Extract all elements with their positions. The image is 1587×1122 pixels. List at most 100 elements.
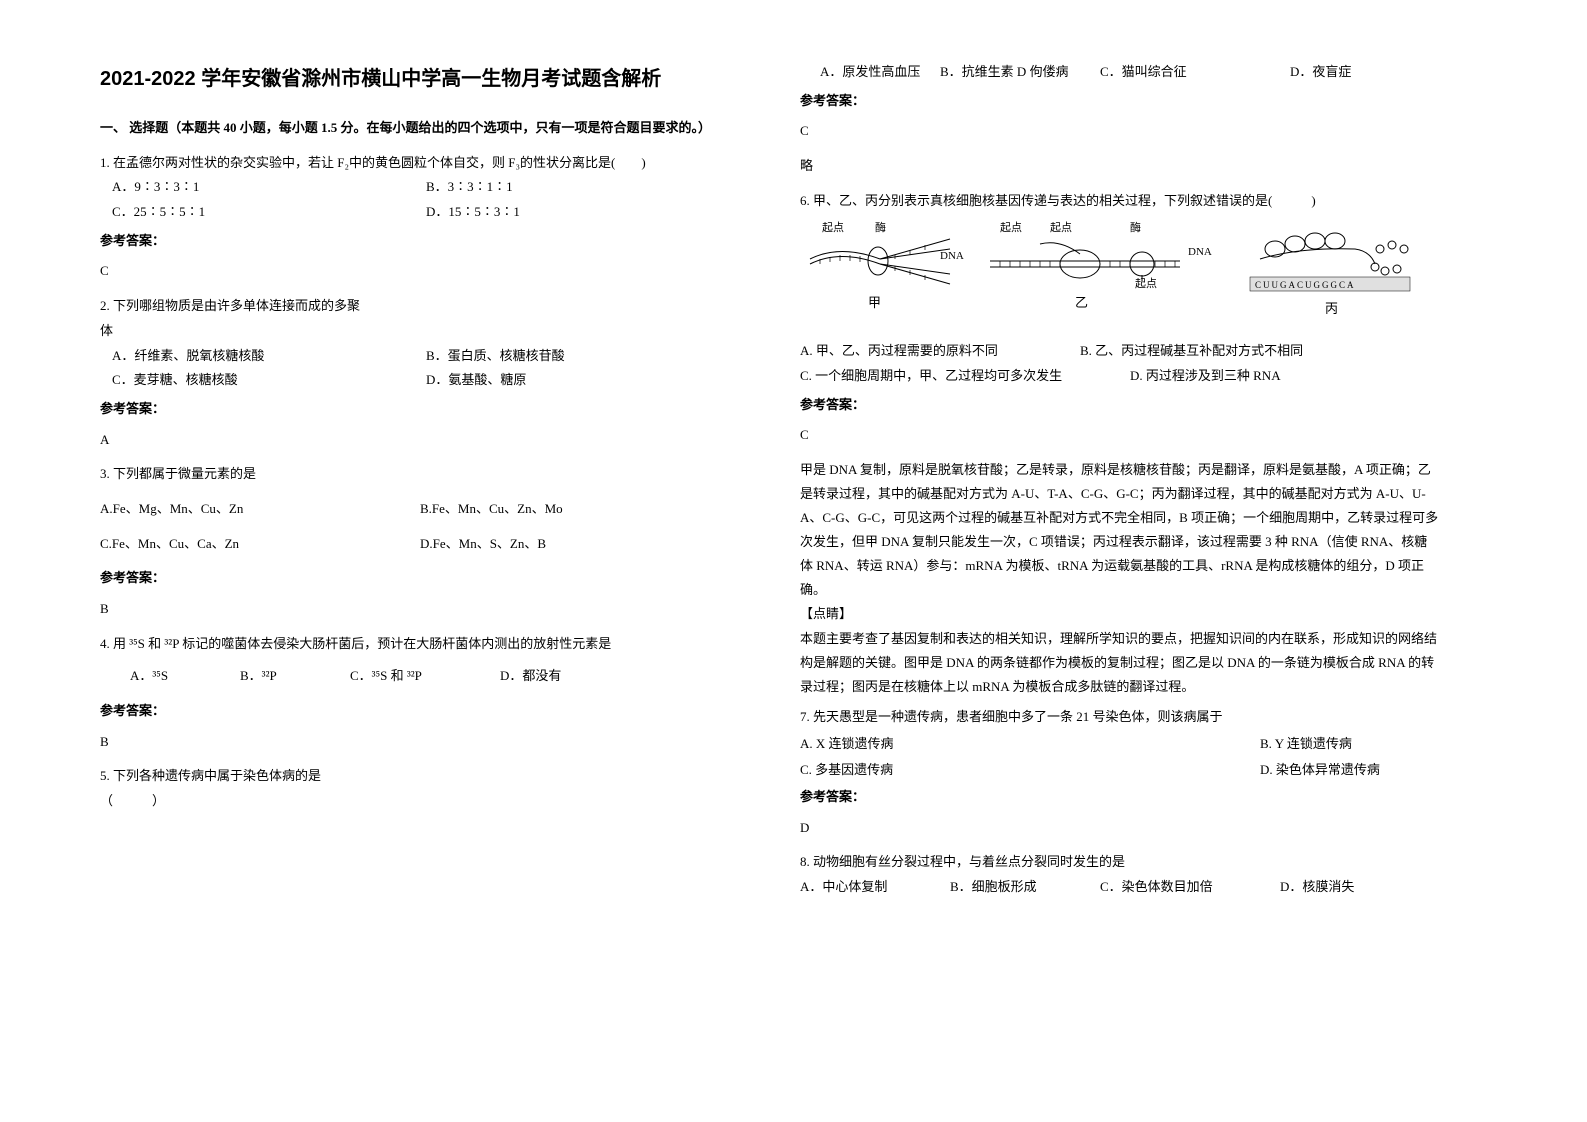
q6-opt-b: B. 乙、丙过程碱基互补配对方式不相同 (1080, 339, 1440, 364)
q1-opt-a: A．9∶3∶3∶1 (100, 175, 426, 200)
label-dna-1: DNA (940, 250, 964, 262)
question-3: 3. 下列都属于微量元素的是 A.Fe、Mg、Mn、Cu、Zn B.Fe、Mn、… (100, 462, 740, 621)
q3-ans: B (100, 597, 740, 622)
label-qidian-4: 起点 (1135, 277, 1157, 290)
q2-opt-a: A．纤维素、脱氧核糖核酸 (100, 344, 426, 369)
q4-stem: 4. 用 ³⁵S 和 ³²P 标记的噬菌体去侵染大肠杆菌后，预计在大肠杆菌体内测… (100, 632, 740, 657)
q3-opt-d: D.Fe、Mn、S、Zn、B (420, 532, 740, 557)
q3-opts-row1: A.Fe、Mg、Mn、Cu、Zn B.Fe、Mn、Cu、Zn、Mo (100, 497, 740, 522)
label-mei-2: 酶 (1130, 221, 1141, 234)
label-jia: 甲 (868, 295, 881, 310)
q1-ans-label: 参考答案： (100, 229, 740, 254)
q5-ans2: 略 (800, 154, 1440, 179)
q5-opt-b: B．抗维生素 D 佝偻病 (940, 60, 1100, 85)
q5-opts: A．原发性高血压 B．抗维生素 D 佝偻病 C．猫叫综合征 D．夜盲症 (800, 60, 1440, 85)
q4-ans: B (100, 730, 740, 755)
q3-opt-b: B.Fe、Mn、Cu、Zn、Mo (420, 497, 740, 522)
q7-opt-c: C. 多基因遗传病 (800, 758, 1260, 783)
q5-opt-d: D．夜盲症 (1290, 60, 1370, 85)
q1-opts-row2: C．25∶5∶5∶1 D．15∶5∶3∶1 (100, 200, 740, 225)
diagram-svg: 起点 酶 DNA 甲 (800, 219, 1420, 324)
q1-opts-row1: A．9∶3∶3∶1 B．3∶3∶1∶1 (100, 175, 740, 200)
question-5-opts: A．原发性高血压 B．抗维生素 D 佝偻病 C．猫叫综合征 D．夜盲症 参考答案… (800, 60, 1440, 179)
label-bing: 丙 (1325, 301, 1338, 316)
q7-opts-row2: C. 多基因遗传病 D. 染色体异常遗传病 (800, 758, 1440, 783)
q7-opt-d: D. 染色体异常遗传病 (1260, 758, 1440, 783)
label-qidian-1: 起点 (822, 221, 844, 234)
q2-opts-row1: A．纤维素、脱氧核糖核酸 B．蛋白质、核糖核苷酸 (100, 344, 740, 369)
q5-opt-a: A．原发性高血压 (820, 60, 940, 85)
q8-opt-c: C．染色体数目加倍 (1100, 875, 1280, 900)
q5-ans-label: 参考答案： (800, 89, 1440, 114)
q6-diagram: 起点 酶 DNA 甲 (800, 219, 1440, 333)
q6-opts-row1: A. 甲、乙、丙过程需要的原料不同 B. 乙、丙过程碱基互补配对方式不相同 (800, 339, 1440, 364)
q2-opts-row2: C．麦芽糖、核糖核酸 D．氨基酸、糖原 (100, 368, 740, 393)
question-1: 1. 在孟德尔两对性状的杂交实验中，若让 F₂中的黄色圆粒个体自交，则 F₃的性… (100, 151, 740, 284)
q6-explain1: 甲是 DNA 复制，原料是脱氧核苷酸；乙是转录，原料是核糖核苷酸；丙是翻译，原料… (800, 458, 1440, 602)
q8-opt-d: D．核膜消失 (1280, 875, 1440, 900)
exam-title: 2021-2022 学年安徽省滁州市横山中学高一生物月考试题含解析 (100, 60, 740, 98)
q6-point: 【点睛】 (800, 602, 1440, 627)
q3-ans-label: 参考答案： (100, 566, 740, 591)
question-4: 4. 用 ³⁵S 和 ³²P 标记的噬菌体去侵染大肠杆菌后，预计在大肠杆菌体内测… (100, 632, 740, 755)
q3-opts-row2: C.Fe、Mn、Cu、Ca、Zn D.Fe、Mn、S、Zn、B (100, 532, 740, 557)
q1-ans: C (100, 259, 740, 284)
q4-opt-b: B．³²P (240, 664, 350, 689)
q5-stem2: （ ） (100, 789, 740, 814)
q7-opt-a: A. X 连锁遗传病 (800, 732, 1260, 757)
question-5-stem: 5. 下列各种遗传病中属于染色体病的是 （ ） (100, 764, 740, 813)
q6-opt-a: A. 甲、乙、丙过程需要的原料不同 (800, 339, 1080, 364)
label-yi: 乙 (1075, 295, 1088, 310)
q5-stem: 5. 下列各种遗传病中属于染色体病的是 (100, 764, 740, 789)
label-seq: CUUGACUGGGCA (1255, 280, 1356, 290)
q1-stem: 1. 在孟德尔两对性状的杂交实验中，若让 F₂中的黄色圆粒个体自交，则 F₃的性… (100, 151, 740, 176)
q2-stem: 2. 下列哪组物质是由许多单体连接而成的多聚 (100, 294, 740, 319)
q1-opt-b: B．3∶3∶1∶1 (426, 175, 740, 200)
q7-stem: 7. 先天愚型是一种遗传病，患者细胞中多了一条 21 号染色体，则该病属于 (800, 705, 1440, 730)
question-8: 8. 动物细胞有丝分裂过程中，与着丝点分裂同时发生的是 A．中心体复制 B．细胞… (800, 850, 1440, 899)
q7-opt-b: B. Y 连锁遗传病 (1260, 732, 1440, 757)
left-column: 2021-2022 学年安徽省滁州市横山中学高一生物月考试题含解析 一、 选择题… (100, 60, 740, 906)
q8-opt-b: B．细胞板形成 (950, 875, 1100, 900)
q6-stem: 6. 甲、乙、丙分别表示真核细胞核基因传递与表达的相关过程，下列叙述错误的是( … (800, 189, 1440, 214)
q7-ans-label: 参考答案： (800, 785, 1440, 810)
q2-opt-d: D．氨基酸、糖原 (426, 368, 740, 393)
q2-ans-label: 参考答案： (100, 397, 740, 422)
q2-opt-c: C．麦芽糖、核糖核酸 (100, 368, 426, 393)
q3-stem: 3. 下列都属于微量元素的是 (100, 462, 740, 487)
label-qidian-2: 起点 (1000, 221, 1022, 234)
question-7: 7. 先天愚型是一种遗传病，患者细胞中多了一条 21 号染色体，则该病属于 A.… (800, 705, 1440, 840)
q3-opt-a: A.Fe、Mg、Mn、Cu、Zn (100, 497, 420, 522)
right-column: A．原发性高血压 B．抗维生素 D 佝偻病 C．猫叫综合征 D．夜盲症 参考答案… (800, 60, 1440, 906)
q7-opts-row1: A. X 连锁遗传病 B. Y 连锁遗传病 (800, 732, 1440, 757)
label-mei-1: 酶 (875, 221, 886, 234)
q2-stem2: 体 (100, 319, 740, 344)
question-2: 2. 下列哪组物质是由许多单体连接而成的多聚 体 A．纤维素、脱氧核糖核酸 B．… (100, 294, 740, 452)
q4-opt-a: A．³⁵S (130, 664, 240, 689)
q2-opt-b: B．蛋白质、核糖核苷酸 (426, 344, 740, 369)
q5-ans: C (800, 119, 1440, 144)
q7-ans: D (800, 816, 1440, 841)
label-qidian-3: 起点 (1050, 221, 1072, 234)
q3-opt-c: C.Fe、Mn、Cu、Ca、Zn (100, 532, 420, 557)
q8-opt-a: A．中心体复制 (800, 875, 950, 900)
q2-ans: A (100, 428, 740, 453)
q5-opt-c: C．猫叫综合征 (1100, 60, 1290, 85)
section-header: 一、 选择题（本题共 40 小题，每小题 1.5 分。在每小题给出的四个选项中，… (100, 116, 740, 141)
q6-opts-row2: C. 一个细胞周期中，甲、乙过程均可多次发生 D. 丙过程涉及到三种 RNA (800, 364, 1440, 389)
q4-opt-d: D．都没有 (500, 664, 610, 689)
q8-opts: A．中心体复制 B．细胞板形成 C．染色体数目加倍 D．核膜消失 (800, 875, 1440, 900)
q6-ans: C (800, 423, 1440, 448)
question-6: 6. 甲、乙、丙分别表示真核细胞核基因传递与表达的相关过程，下列叙述错误的是( … (800, 189, 1440, 699)
q6-opt-d: D. 丙过程涉及到三种 RNA (1130, 364, 1440, 389)
q4-opt-c: C．³⁵S 和 ³²P (350, 664, 500, 689)
q6-explain2: 本题主要考查了基因复制和表达的相关知识，理解所学知识的要点，把握知识间的内在联系… (800, 627, 1440, 699)
q6-ans-label: 参考答案： (800, 393, 1440, 418)
q4-ans-label: 参考答案： (100, 699, 740, 724)
q6-opt-c: C. 一个细胞周期中，甲、乙过程均可多次发生 (800, 364, 1130, 389)
label-dna-2: DNA (1188, 246, 1212, 258)
q8-stem: 8. 动物细胞有丝分裂过程中，与着丝点分裂同时发生的是 (800, 850, 1440, 875)
q4-opts: A．³⁵S B．³²P C．³⁵S 和 ³²P D．都没有 (100, 664, 740, 689)
q1-opt-c: C．25∶5∶5∶1 (100, 200, 426, 225)
q1-opt-d: D．15∶5∶3∶1 (426, 200, 740, 225)
